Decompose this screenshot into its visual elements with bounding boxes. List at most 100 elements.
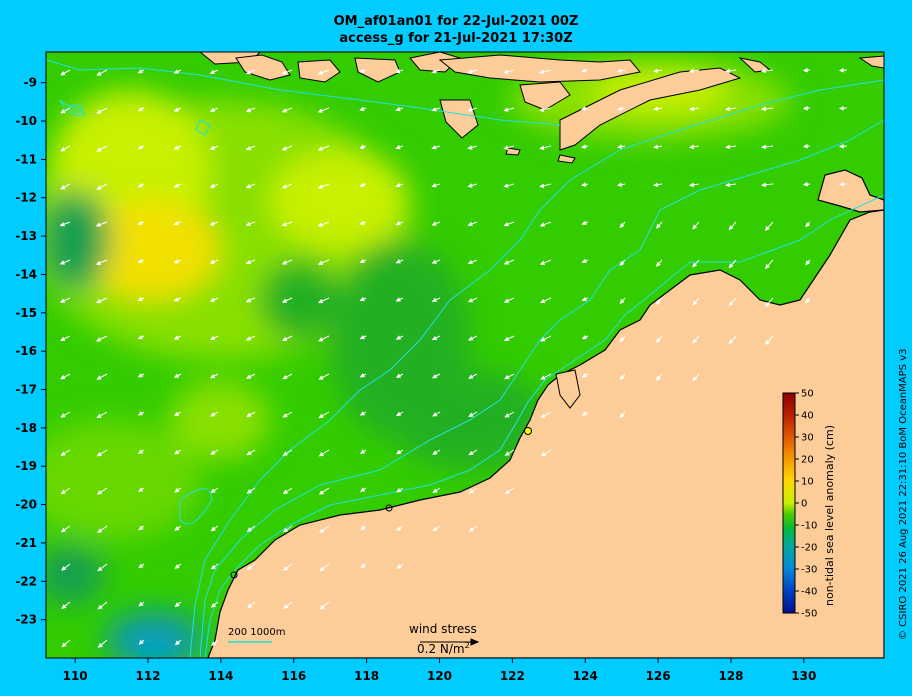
- wind-arrow-head: [210, 450, 216, 455]
- wind-arrow-head: [61, 604, 67, 609]
- wind-stress-ref-value: 0.2 N/m2: [417, 641, 470, 656]
- wind-arrow-head: [359, 411, 366, 416]
- colorbar-tick-label: -50: [801, 609, 817, 620]
- wind-arrow-head: [581, 334, 587, 340]
- wind-arrow-head: [209, 335, 216, 341]
- y-tick-label: -17: [15, 383, 37, 397]
- wind-arrow-head: [764, 301, 770, 308]
- x-axis: 110 112 114 116 118 120 122 124 126 128 130: [63, 658, 816, 683]
- wind-arrow-head: [805, 222, 811, 228]
- wind-arrow-head: [209, 145, 215, 150]
- wind-arrow-head: [60, 451, 66, 456]
- wind-arrow-head: [96, 185, 102, 190]
- wind-arrow-head: [61, 642, 67, 648]
- wind-arrow-head: [504, 413, 510, 418]
- wind-arrow-head: [617, 68, 623, 73]
- wind-arrow-head: [652, 106, 659, 112]
- wind-arrow-head: [504, 489, 510, 495]
- wind-arrow-head: [655, 223, 661, 229]
- colorbar-gradient: [782, 392, 796, 614]
- wind-arrow-head: [138, 525, 144, 531]
- wind-arrow-head: [60, 413, 66, 418]
- wind-arrow-head: [210, 602, 217, 608]
- plot-area: [46, 52, 884, 658]
- wind-arrow-head: [317, 222, 323, 227]
- wind-arrow-head: [245, 298, 252, 303]
- wind-arrow-head: [467, 298, 474, 303]
- wind-arrow-head: [539, 260, 546, 265]
- wind-arrow-head: [688, 106, 695, 112]
- wind-arrow-head: [581, 296, 587, 302]
- wind-arrow-head: [318, 337, 324, 342]
- wind-arrow-head: [282, 413, 288, 418]
- wind-arrow-head: [764, 339, 770, 346]
- wind-arrow-head: [805, 298, 811, 304]
- wind-arrow-head: [210, 488, 216, 494]
- x-tick-label: 118: [354, 669, 379, 683]
- wind-arrow-head: [467, 336, 474, 341]
- wind-arrow-head: [539, 298, 546, 304]
- wind-arrow-head: [209, 221, 215, 226]
- wind-arrow-head: [317, 184, 323, 189]
- station-marker: [385, 504, 393, 512]
- wind-arrow-head: [764, 225, 770, 232]
- x-tick-label: 122: [500, 669, 525, 683]
- wind-arrow-head: [60, 489, 66, 495]
- wind-stress-label: wind stress: [409, 622, 477, 636]
- wind-arrow-head: [173, 145, 179, 150]
- y-tick-label: -22: [15, 574, 37, 588]
- wind-arrow-head: [281, 298, 288, 303]
- y-tick-label: -23: [15, 613, 37, 627]
- wind-arrow-head: [173, 335, 180, 340]
- wind-arrow-head: [432, 488, 438, 494]
- wind-arrow-head: [692, 224, 698, 230]
- wind-arrow-head: [467, 145, 473, 150]
- wind-arrow-head: [174, 564, 180, 569]
- wind-arrow-head: [174, 640, 180, 646]
- x-tick-label: 116: [281, 669, 306, 683]
- wind-arrow-head: [802, 105, 808, 111]
- wind-arrow-head: [211, 641, 217, 646]
- wind-arrow-head: [60, 71, 66, 76]
- wind-arrow-head: [137, 373, 144, 378]
- wind-arrow-head: [581, 220, 587, 225]
- wind-arrow-head: [652, 144, 659, 150]
- wind-arrow-head: [724, 68, 731, 74]
- y-tick-label: -20: [15, 498, 37, 512]
- wind-arrow-head: [96, 71, 102, 76]
- wind-arrow-head: [764, 263, 770, 270]
- wind-arrow-head: [173, 107, 179, 112]
- wind-arrow-head: [59, 336, 66, 341]
- wind-arrow-head: [619, 298, 625, 305]
- colorbar-tick-label: -20: [801, 543, 817, 554]
- wind-arrow-head: [173, 221, 179, 226]
- wind-arrow-head: [619, 260, 625, 267]
- wind-arrow-head: [96, 451, 102, 457]
- wind-arrow-head: [317, 260, 324, 265]
- wind-arrow-head: [503, 183, 509, 188]
- wind-arrow-head: [539, 69, 545, 74]
- wind-arrow-head: [468, 527, 474, 532]
- mainland-australia: [207, 209, 884, 658]
- wind-arrow-head: [282, 527, 289, 533]
- wind-arrow-head: [503, 145, 509, 150]
- wind-arrow-head: [319, 604, 325, 610]
- wind-arrow-head: [467, 69, 473, 74]
- wind-arrow-head: [431, 221, 437, 226]
- colorbar-title: non-tidal sea level anomaly (cm): [823, 425, 836, 606]
- wind-arrow-head: [724, 144, 731, 150]
- wind-arrow-head: [245, 259, 251, 265]
- wind-arrow-head: [281, 260, 288, 265]
- wind-arrow-head: [246, 527, 252, 532]
- wind-arrow-head: [539, 222, 545, 227]
- wind-arrow-head: [210, 412, 216, 417]
- plot-frame: [45, 51, 885, 659]
- wind-arrow-head: [281, 146, 287, 151]
- wind-arrow-head: [359, 106, 365, 111]
- wind-arrow-head: [692, 262, 698, 268]
- wind-arrow-head: [503, 260, 510, 265]
- wind-arrow-head: [60, 185, 66, 190]
- wind-arrow-head: [724, 182, 731, 188]
- wind-arrow-head: [317, 70, 323, 75]
